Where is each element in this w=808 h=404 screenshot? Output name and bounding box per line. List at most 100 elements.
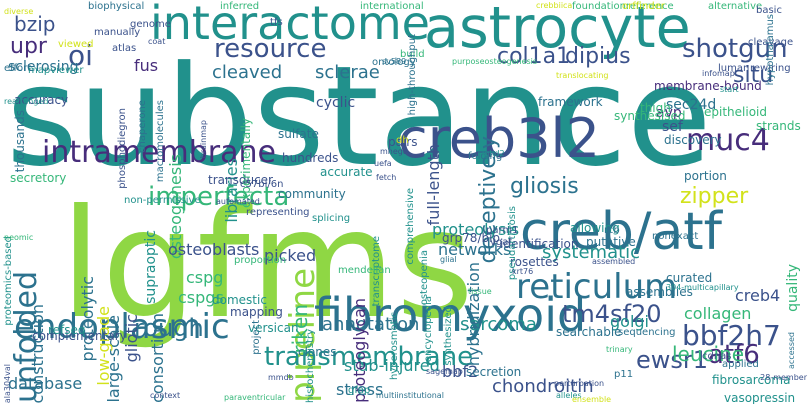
word-endoplasmic: endoplasmic — [14, 307, 230, 347]
word-nonexact: nonexact — [652, 231, 699, 242]
word-dipius: dipius — [565, 44, 631, 69]
word-mhega: mhega — [380, 147, 408, 156]
word-astrocyte: astrocyte — [424, 0, 691, 61]
word-splicing: splicing — [312, 213, 351, 224]
word-atlas: atlas — [112, 43, 137, 54]
word-putative: putative — [586, 235, 636, 249]
word-translocating: translocating — [556, 71, 609, 80]
word-biophysical: biophysical — [88, 1, 145, 12]
word-perturbation: perturbation — [554, 379, 605, 388]
word-domestic: domestic — [212, 293, 267, 307]
word-infosmall: infomap — [702, 69, 735, 78]
word-ontology: ontology — [372, 57, 416, 68]
word-bbf2: bbf2 — [442, 362, 479, 381]
word-accessed: accessed — [787, 332, 796, 369]
word-secretory: secretory — [10, 171, 67, 185]
word-grp78-bip: grp78/bip — [442, 231, 501, 245]
word-glial: glial — [440, 255, 457, 264]
word-cleavage: cleavage — [748, 37, 794, 48]
word-lgfms: lgfms — [60, 178, 474, 352]
word-synthesised: synthesised — [614, 109, 686, 123]
word-refseq: refseq — [48, 323, 86, 337]
word-creb4: creb4 — [735, 286, 781, 305]
word-stress: stress — [336, 380, 384, 399]
word-assembled: assembled — [592, 257, 636, 266]
word-parm1: parm1 — [486, 225, 519, 236]
word-zipper: zipper — [680, 184, 749, 209]
word-sv589: sv589 — [382, 57, 407, 66]
word-tm4sf20: tm4sf20 — [562, 300, 662, 328]
word-mmdb: mmdb — [268, 373, 294, 382]
word-gfap: gfap — [348, 385, 371, 396]
word-osteoblasts: osteoblasts — [168, 240, 260, 259]
word-effort: effort — [4, 63, 32, 74]
word-purposeosteogenesis: purposeosteogenesis — [452, 57, 538, 66]
word-bbf2h7: bbf2h7 — [682, 319, 781, 352]
word-non-permissive: non-permissive — [124, 195, 201, 206]
word-crebbiica: crebbiica — [536, 1, 573, 10]
word-tissue: tissue — [468, 287, 492, 296]
word-sclerae: sclerae — [315, 62, 380, 83]
word-intracellular: rearranged — [4, 97, 49, 106]
word-ewsr1: ewsr1 — [636, 346, 709, 374]
word-alleles: alleles — [556, 391, 582, 400]
word-c57bl-6n: c57bl/6n — [240, 179, 284, 190]
word-picked: picked — [264, 246, 317, 265]
word-representing: representing — [246, 207, 310, 218]
word-substance: substance — [6, 36, 712, 197]
word-identification: identification — [500, 237, 579, 251]
word-synthesized: synthesized — [443, 306, 454, 366]
word-cspg: cspg — [186, 268, 224, 287]
word-uefa: uefa — [374, 159, 392, 168]
word-leucine: leucine — [672, 342, 745, 366]
word-transducer: transducer — [208, 173, 273, 187]
word-framework: framework — [538, 95, 603, 109]
word-chaperone: chaperone — [137, 100, 148, 153]
word-sef: sef — [662, 119, 683, 135]
word-searchable: searchable — [556, 325, 622, 339]
word-stab-injured: stab-injured — [344, 356, 440, 375]
word-proportion: proportion — [234, 255, 287, 266]
word-accuracy: accuracy — [14, 93, 69, 107]
word-imperfecta: imperfecta — [148, 182, 290, 212]
word-gliosis: gliosis — [510, 174, 579, 199]
word-secretion: secretion — [466, 365, 522, 379]
word-upr: upr — [10, 34, 47, 59]
word-proteomics-based: proteomics-based — [3, 236, 14, 326]
word-experimentally: experimentally — [239, 118, 253, 209]
word-versican: versican — [248, 321, 299, 335]
word-avp: avp — [656, 105, 682, 121]
word-construction: construction — [28, 303, 47, 404]
word-build: build — [400, 49, 425, 60]
word-clones: clones — [298, 345, 337, 359]
word-ensemble: ensemble — [572, 395, 612, 404]
word-fibromyxoid: fibromyxoid — [314, 288, 587, 342]
word-full-length: full-length — [424, 144, 443, 226]
word-context: context — [150, 391, 181, 400]
word-p11: p11 — [614, 369, 634, 380]
word-high-throughput: high-throughput — [407, 34, 418, 116]
word-dh: dh — [396, 135, 409, 146]
word-curated: curated — [666, 271, 713, 285]
word-annotation: annotation — [322, 314, 420, 335]
word-reticulum: reticulum — [516, 267, 678, 307]
word-col1a1: col1a1 — [497, 44, 571, 69]
word-database: database — [8, 374, 83, 393]
word-sequencing: sequencing — [618, 327, 676, 338]
word-assemblies: assemblies — [626, 285, 693, 299]
word-coat: coat — [148, 37, 166, 46]
word-atf6: atf6 — [708, 340, 760, 370]
word-mapping: mapping — [230, 305, 283, 319]
word-consortium: consortium — [148, 313, 167, 403]
word-transmembrane: transmembrane — [264, 342, 474, 372]
word-viewed: viewed — [58, 39, 94, 50]
word-proteolytic: proteolytic — [78, 276, 97, 362]
word-start: start — [720, 85, 739, 94]
word-libraries: libraries — [222, 158, 241, 223]
word-fibrosarcoma: fibrosarcoma — [712, 373, 791, 387]
word-sec24d: sec24d — [666, 97, 717, 113]
word-shotgun: shotgun — [682, 34, 788, 64]
word-situ: situ — [733, 63, 774, 88]
word-epithelioid: epithelioid — [704, 105, 767, 119]
